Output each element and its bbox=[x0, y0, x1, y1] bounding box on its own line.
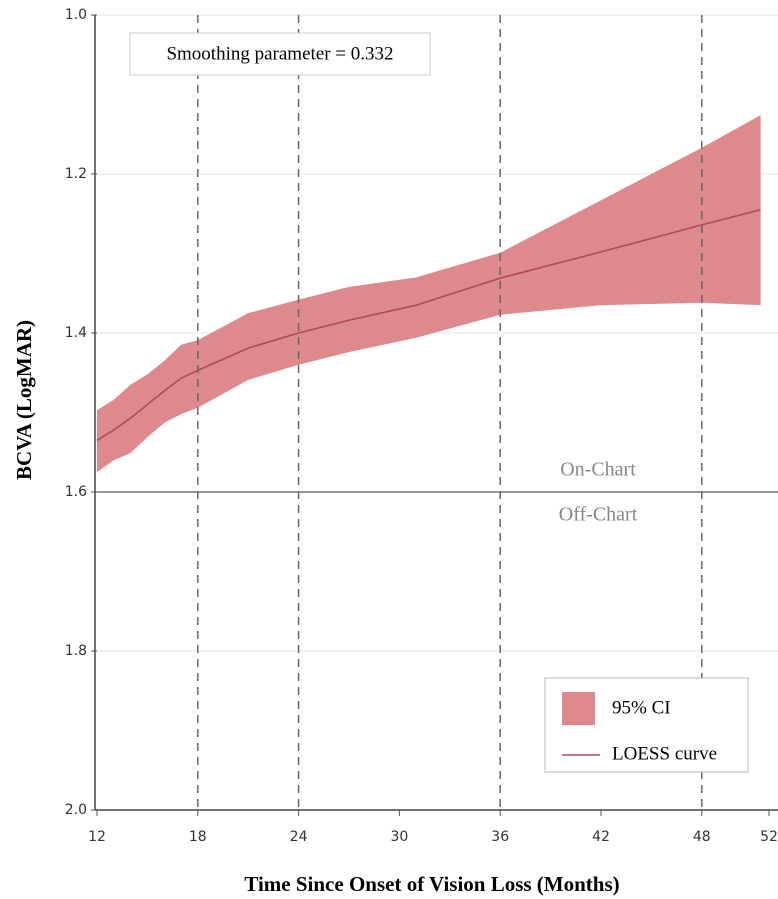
annotation: Smoothing parameter = 0.332 bbox=[166, 43, 393, 64]
y-tick-label: 1.8 bbox=[65, 643, 87, 659]
legend-swatch bbox=[562, 692, 595, 725]
y-tick-label: 1.2 bbox=[65, 166, 87, 182]
annotation-box bbox=[129, 32, 431, 76]
x-tick-label: 48 bbox=[693, 829, 711, 845]
x-tick-label: 52 bbox=[760, 829, 778, 845]
x-tick-label: 42 bbox=[592, 829, 610, 845]
y-tick-label: 1.6 bbox=[65, 484, 87, 500]
legend-label: 95% CI bbox=[612, 697, 671, 718]
x-tick-label: 18 bbox=[189, 829, 207, 845]
y-tick-label: 1.4 bbox=[65, 325, 87, 341]
x-tick-label: 36 bbox=[491, 829, 509, 845]
x-tick-label: 12 bbox=[88, 829, 106, 845]
threshold-label: On-Chart bbox=[560, 459, 636, 481]
loess-line bbox=[96, 209, 761, 442]
legend-label: LOESS curve bbox=[612, 743, 717, 764]
y-tick-label: 2.0 bbox=[65, 802, 87, 818]
x-axis-label: Time Since Onset of Vision Loss (Months) bbox=[244, 872, 619, 896]
ci-band bbox=[97, 115, 761, 473]
x-tick-label: 30 bbox=[390, 829, 408, 845]
y-tick-label: 1.0 bbox=[65, 7, 87, 23]
x-tick-label: 24 bbox=[290, 829, 308, 845]
threshold-label: Off-Chart bbox=[559, 504, 638, 526]
y-axis-label: BCVA (LogMAR) bbox=[12, 320, 36, 480]
